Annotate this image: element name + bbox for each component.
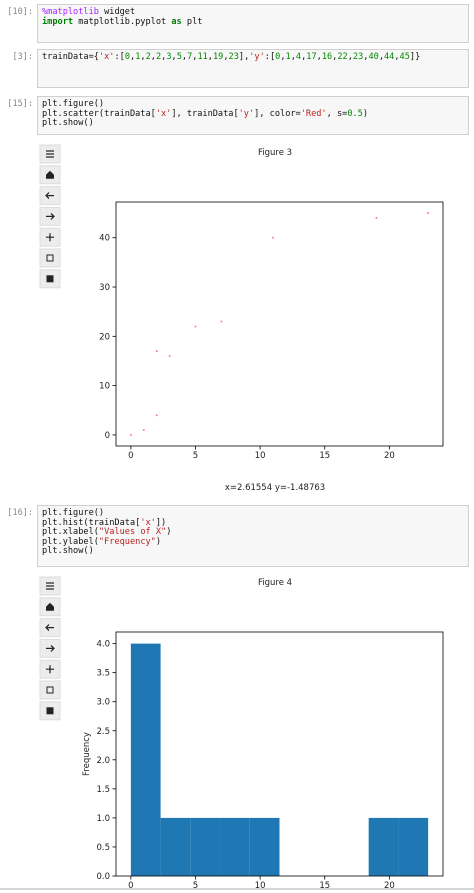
code-line: plt.figure() <box>42 99 105 109</box>
hist-bar <box>160 817 191 876</box>
y-tick-label: 2.0 <box>96 756 110 766</box>
hist-bar <box>190 817 221 876</box>
icon <box>45 624 54 632</box>
x-tick-label: 0 <box>128 881 133 891</box>
scatter-point <box>142 428 145 431</box>
code-line: plt.ylabel("Frequency") <box>42 536 162 547</box>
icon <box>45 192 54 200</box>
toolbar-button[interactable] <box>39 248 61 268</box>
y-tick-label: 0 <box>105 431 110 441</box>
y-tick-label: 2.5 <box>96 727 110 737</box>
status-text: x=2.61554 y=-1.48763 <box>225 483 325 493</box>
icon <box>46 665 54 674</box>
scatter-point <box>129 433 132 436</box>
scatter-point <box>155 414 158 417</box>
y-tick-label: 3.5 <box>96 669 110 679</box>
cell-prompt: [3]: <box>12 52 33 62</box>
icon <box>46 275 54 283</box>
cell-prompt: [15]: <box>7 99 33 109</box>
toolbar-button[interactable] <box>39 680 61 700</box>
y-tick-label: 40 <box>99 234 110 244</box>
x-tick-label: 5 <box>193 881 198 891</box>
cell-prompt: [16]: <box>7 508 33 518</box>
icon <box>46 254 54 262</box>
code-cell[interactable]: plt.figure() plt.scatter(trainData['x'], … <box>37 96 469 135</box>
hist-bar <box>130 643 161 876</box>
code-line: %matplotlib widget <box>42 7 136 17</box>
y-tick-label: 3.0 <box>96 698 110 708</box>
hist-bar <box>220 817 250 876</box>
code-line: plt.show() <box>42 118 94 129</box>
x-tick-label: 15 <box>319 881 330 891</box>
y-axis-label: Frequency <box>82 732 92 776</box>
y-tick-label: 1.5 <box>96 785 110 795</box>
scatter-point <box>427 212 430 215</box>
icon <box>46 644 55 652</box>
scatter-point <box>155 350 158 353</box>
code-line: plt.scatter(trainData['x'], trainData['y… <box>42 108 369 119</box>
y-tick-label: 0.0 <box>96 872 110 882</box>
hist-bar <box>368 817 399 876</box>
icon <box>46 686 54 694</box>
figure-title: Figure 4 <box>258 578 292 588</box>
y-tick-label: 20 <box>99 332 110 342</box>
code-cell[interactable]: plt.figure() plt.hist(trainData['x']) plt.… <box>37 505 469 567</box>
y-tick-label: 4.0 <box>96 640 110 650</box>
code-cell[interactable]: %matplotlib widget import matplotlib.pypl… <box>37 4 469 43</box>
scatter-point <box>375 217 378 220</box>
code-line: plt.xlabel("Values of X") <box>42 527 172 538</box>
y-tick-label: 10 <box>99 382 110 392</box>
y-tick-label: 30 <box>99 283 110 293</box>
icon <box>46 602 54 611</box>
scatter-point <box>220 320 223 323</box>
code-line: plt.figure() <box>42 508 105 518</box>
y-tick-label: 0.5 <box>96 843 110 853</box>
axes-frame <box>115 631 444 877</box>
x-tick-label: 20 <box>384 451 395 461</box>
cell-prompt: [10]: <box>7 7 33 17</box>
x-tick-label: 10 <box>255 881 266 891</box>
figure-title: Figure 3 <box>258 148 292 158</box>
x-tick-label: 10 <box>255 451 266 461</box>
x-tick-label: 5 <box>193 451 198 461</box>
icon <box>46 170 54 179</box>
scatter-point <box>168 355 171 358</box>
icon <box>46 212 55 220</box>
y-tick-label: 1.0 <box>96 814 110 824</box>
hist-bar <box>249 817 280 876</box>
code-cell[interactable]: trainData={'x':[0,1,2,2,3,5,7,11,19,23],… <box>37 49 469 88</box>
x-tick-label: 0 <box>128 451 133 461</box>
x-tick-label: 15 <box>319 451 330 461</box>
code-line: plt.show() <box>42 546 94 557</box>
hist-bar <box>398 817 429 876</box>
code-line: trainData={'x':[0,1,2,2,3,5,7,11,19,23],… <box>42 52 421 62</box>
icon <box>46 707 54 715</box>
axes-frame <box>115 201 444 447</box>
icon <box>46 233 54 242</box>
x-tick-label: 20 <box>384 881 395 891</box>
code-line: plt.hist(trainData['x']) <box>42 517 167 528</box>
scatter-point <box>194 325 197 328</box>
scatter-point <box>272 236 275 239</box>
code-line: import matplotlib.pyplot as plt <box>42 16 203 27</box>
